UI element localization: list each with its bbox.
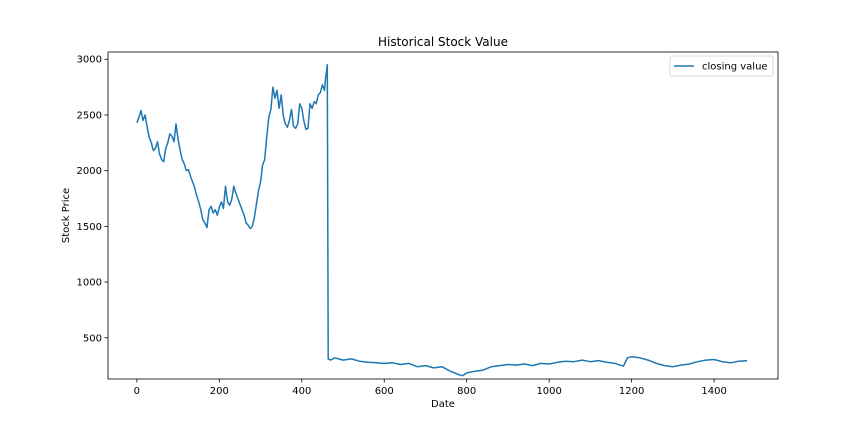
series-layer [136,64,748,377]
x-tick-label: 0 [134,386,140,397]
y-axis-label: Stock Price [61,188,72,243]
x-axis-ticks: 0 200 400 600 800 1000 1200 1400 [134,379,727,397]
x-axis-label: Date [431,399,455,410]
y-axis-ticks: 500 1000 1500 2000 2500 3000 [77,55,108,344]
y-tick-label: 1500 [77,222,102,233]
y-tick-label: 2000 [77,166,102,177]
x-tick-label: 200 [210,386,229,397]
y-tick-label: 2500 [77,110,102,121]
x-tick-label: 1000 [536,386,561,397]
y-tick-label: 1000 [77,278,102,289]
x-tick-label: 1400 [701,386,726,397]
legend: closing value [669,55,774,77]
legend-label: closing value [702,62,768,73]
x-tick-label: 1200 [619,386,644,397]
x-tick-label: 800 [457,386,476,397]
series-line-closing-value [136,64,748,377]
chart-title: Historical Stock Value [378,35,508,49]
x-tick-label: 400 [292,386,311,397]
y-tick-label: 3000 [77,55,102,66]
y-tick-label: 500 [83,333,102,344]
x-tick-label: 600 [375,386,394,397]
plot-frame [107,51,779,380]
legend-box [669,55,774,77]
